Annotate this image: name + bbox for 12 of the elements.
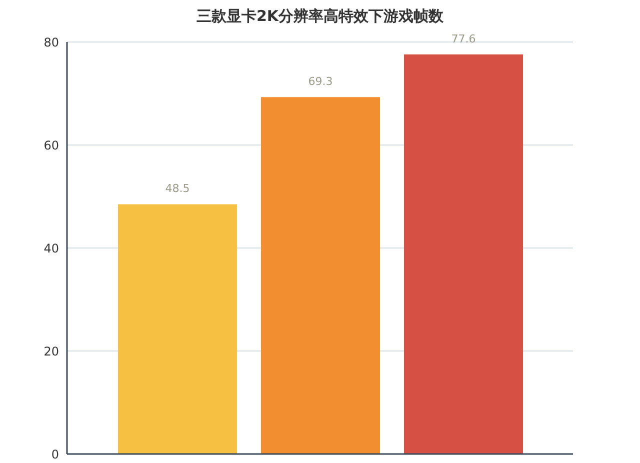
data-label: 69.3 bbox=[308, 75, 333, 88]
y-tick-label: 20 bbox=[44, 344, 59, 358]
chart-title: 三款显卡2K分辨率高特效下游戏帧数 bbox=[195, 7, 445, 26]
bar bbox=[404, 54, 523, 454]
y-tick-label: 0 bbox=[51, 447, 59, 462]
bar bbox=[118, 204, 237, 454]
y-tick-label: 40 bbox=[44, 241, 59, 256]
y-tick-label: 60 bbox=[44, 138, 59, 152]
data-label: 77.6 bbox=[451, 32, 476, 46]
data-label: 48.5 bbox=[165, 182, 190, 196]
bar bbox=[261, 97, 380, 454]
y-tick-label: 80 bbox=[44, 35, 59, 50]
